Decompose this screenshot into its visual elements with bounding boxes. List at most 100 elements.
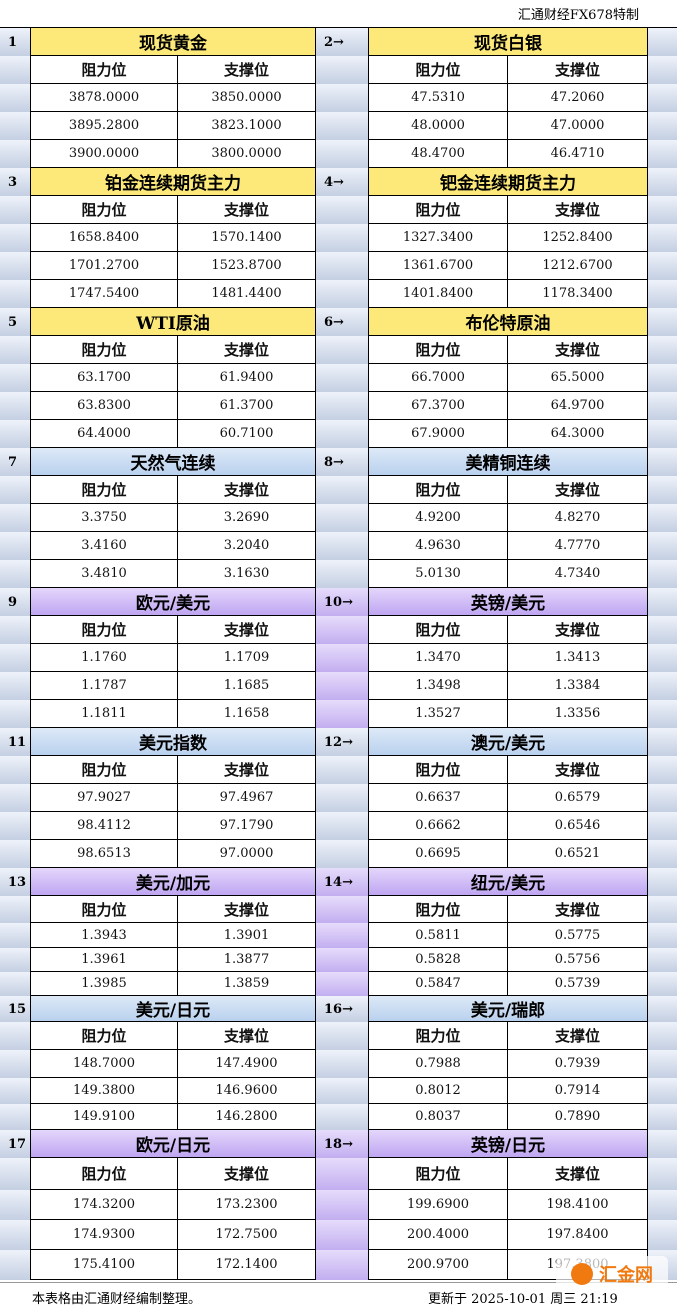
level-value: 4.9630 — [368, 532, 508, 560]
panel-number: 12→ — [324, 734, 353, 750]
side-strip — [0, 700, 30, 728]
level-value: 146.2800 — [178, 1104, 316, 1130]
side-strip — [648, 448, 677, 476]
side-strip — [0, 224, 30, 252]
side-strip — [316, 996, 368, 1022]
side-strip — [648, 1158, 677, 1190]
level-value: 146.9600 — [178, 1078, 316, 1104]
side-strip — [316, 1220, 368, 1250]
panel-title: WTI原油 — [30, 308, 316, 336]
panel-number: 10→ — [324, 594, 353, 610]
side-strip — [0, 1190, 30, 1220]
side-strip — [648, 588, 677, 616]
side-strip — [316, 672, 368, 700]
level-value: 3.3750 — [30, 504, 178, 532]
side-strip — [0, 784, 30, 812]
level-value: 4.7340 — [508, 560, 648, 588]
side-strip — [648, 364, 677, 392]
side-strip — [648, 644, 677, 672]
side-strip — [0, 840, 30, 868]
column-header: 阻力位 — [30, 476, 178, 504]
level-value: 1178.3400 — [508, 280, 648, 308]
side-strip — [0, 948, 30, 972]
panel-title: 纽元/美元 — [368, 868, 648, 896]
panel-number: 4→ — [324, 174, 344, 190]
side-strip — [0, 728, 30, 756]
column-header: 支撑位 — [508, 476, 648, 504]
level-value: 97.4967 — [178, 784, 316, 812]
level-value: 174.9300 — [30, 1220, 178, 1250]
side-strip — [648, 616, 677, 644]
column-header: 阻力位 — [368, 56, 508, 84]
level-value: 97.1790 — [178, 812, 316, 840]
side-strip — [0, 1158, 30, 1190]
side-strip — [648, 1220, 677, 1250]
level-value: 0.6695 — [368, 840, 508, 868]
level-value: 3895.2800 — [30, 112, 178, 140]
level-value: 65.5000 — [508, 364, 648, 392]
panel-title: 美元指数 — [30, 728, 316, 756]
side-strip — [316, 168, 368, 196]
side-strip — [0, 812, 30, 840]
column-header: 支撑位 — [178, 756, 316, 784]
side-strip — [648, 972, 677, 996]
side-strip — [316, 448, 368, 476]
side-strip — [0, 252, 30, 280]
side-strip — [648, 948, 677, 972]
level-value: 1.3877 — [178, 948, 316, 972]
level-value: 1.3527 — [368, 700, 508, 728]
side-strip — [648, 280, 677, 308]
level-value: 0.5828 — [368, 948, 508, 972]
column-header: 阻力位 — [368, 756, 508, 784]
column-header: 阻力位 — [368, 616, 508, 644]
level-value: 0.7988 — [368, 1050, 508, 1078]
level-value: 4.7770 — [508, 532, 648, 560]
side-strip — [316, 280, 368, 308]
side-strip — [648, 112, 677, 140]
level-value: 1.3384 — [508, 672, 648, 700]
side-strip — [316, 756, 368, 784]
level-value: 0.5775 — [508, 923, 648, 948]
panel-title: 欧元/美元 — [30, 588, 316, 616]
watermark-text: 汇金网 — [599, 1265, 653, 1286]
panel-number: 14→ — [324, 874, 353, 890]
side-strip — [648, 728, 677, 756]
level-value: 172.7500 — [178, 1220, 316, 1250]
side-strip — [0, 896, 30, 923]
level-value: 0.5847 — [368, 972, 508, 996]
level-value: 173.2300 — [178, 1190, 316, 1220]
level-value: 1252.8400 — [508, 224, 648, 252]
side-strip — [648, 560, 677, 588]
level-value: 1.1709 — [178, 644, 316, 672]
level-value: 0.5811 — [368, 923, 508, 948]
column-header: 支撑位 — [508, 1022, 648, 1050]
side-strip — [316, 140, 368, 168]
panel-number: 17 — [8, 1136, 27, 1152]
column-header: 支撑位 — [508, 616, 648, 644]
side-strip — [316, 336, 368, 364]
side-strip — [648, 308, 677, 336]
column-header: 支撑位 — [178, 1158, 316, 1190]
side-strip — [316, 1050, 368, 1078]
level-value: 3823.1000 — [178, 112, 316, 140]
level-value: 64.3000 — [508, 420, 648, 448]
side-strip — [0, 280, 30, 308]
panel-title: 美元/瑞郎 — [368, 996, 648, 1022]
level-value: 48.4700 — [368, 140, 508, 168]
side-strip — [0, 1078, 30, 1104]
level-value: 0.6521 — [508, 840, 648, 868]
level-value: 3.2690 — [178, 504, 316, 532]
side-strip — [316, 700, 368, 728]
side-strip — [0, 996, 30, 1022]
level-value: 175.4100 — [30, 1250, 178, 1280]
level-value: 5.0130 — [368, 560, 508, 588]
level-value: 61.9400 — [178, 364, 316, 392]
level-value: 48.0000 — [368, 112, 508, 140]
column-header: 阻力位 — [30, 1022, 178, 1050]
level-value: 3878.0000 — [30, 84, 178, 112]
side-strip — [0, 1130, 30, 1158]
level-value: 1401.8400 — [368, 280, 508, 308]
level-value: 0.5756 — [508, 948, 648, 972]
column-header: 阻力位 — [30, 56, 178, 84]
